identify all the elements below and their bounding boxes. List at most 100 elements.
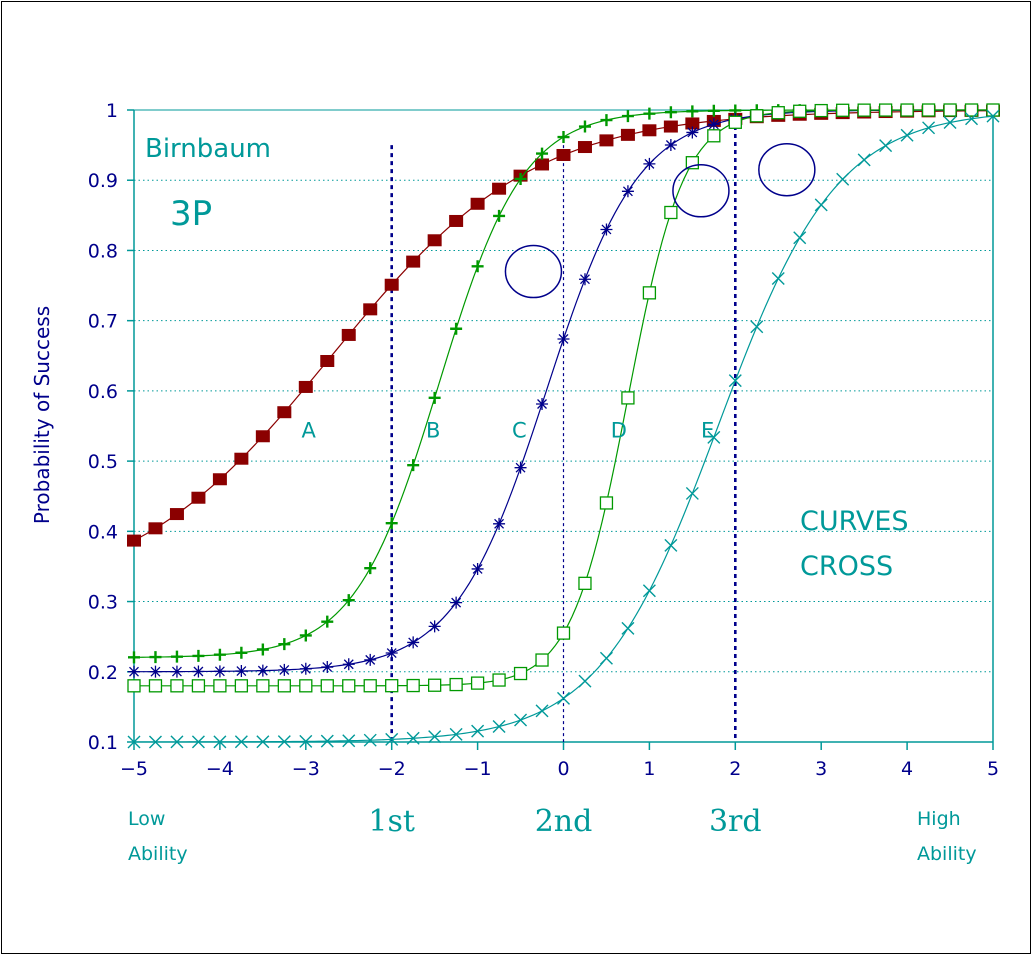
data-point <box>492 720 506 734</box>
data-point <box>578 120 591 133</box>
crossing-circles <box>504 142 816 299</box>
data-point <box>578 674 592 688</box>
data-point <box>385 732 399 746</box>
data-point <box>212 473 227 486</box>
data-point <box>750 320 764 334</box>
data-point <box>170 679 184 693</box>
x-tick-label: −2 <box>378 758 406 780</box>
data-point <box>643 107 656 120</box>
series-label: C <box>512 419 527 443</box>
series-e: E <box>127 109 1000 749</box>
data-point <box>471 562 484 575</box>
data-point <box>449 727 463 741</box>
data-point <box>428 730 442 744</box>
y-tick-label: 0.4 <box>88 521 118 543</box>
data-point <box>427 678 442 692</box>
series-label: E <box>701 419 714 443</box>
data-point <box>191 491 206 504</box>
data-point <box>363 303 378 316</box>
data-point <box>450 596 463 609</box>
y-tick-label: 0.8 <box>88 240 118 262</box>
high-ability-line2: Ability <box>917 843 977 865</box>
data-point <box>557 332 570 345</box>
data-point <box>793 104 807 118</box>
data-point <box>621 621 635 635</box>
data-point <box>965 112 979 126</box>
data-point <box>256 664 269 677</box>
data-point <box>556 148 571 161</box>
data-point <box>728 374 742 388</box>
data-point <box>536 398 549 411</box>
data-point <box>170 650 183 663</box>
data-point <box>900 103 914 117</box>
series-label: A <box>302 419 317 443</box>
data-point <box>492 182 507 195</box>
data-point <box>599 651 613 665</box>
data-point <box>191 735 205 749</box>
data-point <box>149 651 162 664</box>
data-point <box>599 496 614 510</box>
data-point <box>363 679 377 693</box>
data-point <box>127 679 141 693</box>
data-point <box>128 651 140 664</box>
data-point <box>192 649 205 662</box>
data-point <box>385 647 398 660</box>
data-point <box>879 139 893 153</box>
y-tick-label: 0.9 <box>88 170 118 192</box>
y-tick-label: 0.5 <box>88 451 118 473</box>
data-point <box>148 735 162 749</box>
y-tick-label: 0.3 <box>88 592 118 614</box>
data-point <box>169 508 184 521</box>
data-point <box>986 103 1000 117</box>
data-point <box>621 185 634 198</box>
data-point <box>536 147 549 160</box>
data-point <box>599 134 614 147</box>
data-point <box>664 205 678 220</box>
data-point <box>170 665 183 678</box>
x-tick-label: 2 <box>729 758 741 780</box>
data-point <box>471 260 484 273</box>
data-point <box>234 679 249 693</box>
data-point <box>664 106 677 119</box>
data-point <box>686 126 699 139</box>
data-point <box>342 658 355 671</box>
data-point <box>213 648 226 661</box>
data-point <box>964 103 979 117</box>
x-tick-label: −5 <box>120 758 148 780</box>
x-tick-label: 4 <box>901 758 913 780</box>
data-point <box>600 223 613 236</box>
ticks: 0.1 0.2 0.3 0.4 0.5 0.6 0.7 0.8 0.9 1 −5 −4 −3 −2 −1 0 1… <box>88 100 999 780</box>
data-point <box>814 198 828 212</box>
x-tick-label: 1 <box>643 758 655 780</box>
data-point <box>299 662 312 675</box>
data-point <box>127 735 141 749</box>
data-point <box>256 643 269 656</box>
data-point <box>707 104 720 117</box>
data-point <box>535 653 549 667</box>
x-tick-label: 5 <box>987 758 999 780</box>
data-point <box>492 673 506 687</box>
data-point <box>148 522 163 535</box>
data-point <box>642 584 656 598</box>
data-point <box>943 103 957 117</box>
data-point <box>342 734 356 748</box>
data-point <box>986 109 1000 123</box>
data-point <box>836 103 850 117</box>
data-point <box>493 517 506 530</box>
data-point <box>493 209 506 222</box>
data-point <box>600 114 613 127</box>
data-point <box>450 322 463 335</box>
data-point <box>407 636 420 649</box>
data-point <box>621 391 635 405</box>
data-point <box>320 734 334 748</box>
low-ability-line2: Ability <box>128 843 188 865</box>
data-point <box>707 129 721 143</box>
series-label: B <box>426 419 440 443</box>
ability-cut-label: 3rd <box>709 804 762 839</box>
crossing-circle <box>758 142 816 197</box>
data-point <box>235 665 248 678</box>
ability-cut-lines: 1st 2nd 3rd <box>368 110 762 839</box>
data-point <box>298 380 313 393</box>
data-point <box>385 517 398 530</box>
